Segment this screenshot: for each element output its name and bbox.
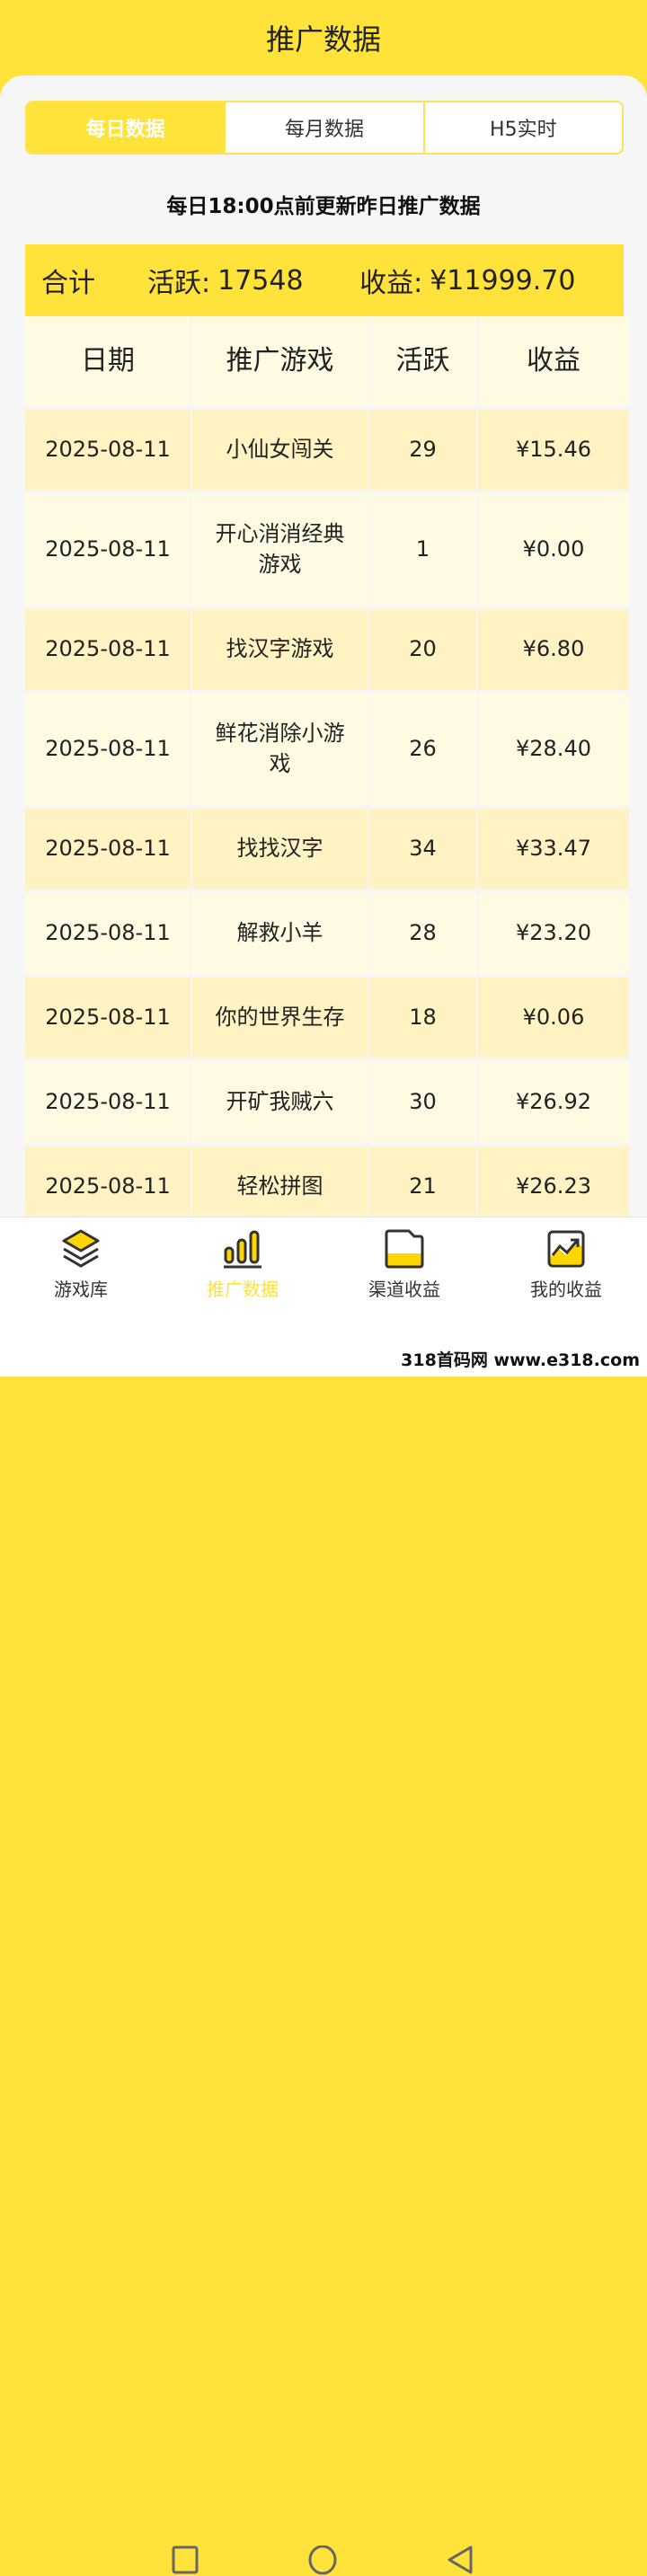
layers-icon	[62, 1229, 100, 1268]
nav-channel-income[interactable]: 渠道收益	[324, 1228, 485, 1301]
row-date: 2025-08-11	[25, 494, 191, 606]
nav-label: 我的收益	[530, 1279, 602, 1300]
row-active: 34	[369, 809, 476, 890]
income-label: 收益:	[359, 268, 423, 299]
row-active: 20	[369, 609, 476, 690]
row-income: ¥26.92	[478, 1062, 629, 1143]
row-game: 你的世界生存	[192, 978, 368, 1058]
row-income: ¥28.40	[478, 694, 629, 805]
table-row: 2025-08-11 轻松拼图 21 ¥26.23	[25, 1146, 629, 1217]
row-game: 开心消消经典游戏	[192, 494, 368, 606]
row-date: 2025-08-11	[25, 609, 191, 690]
trend-chart-icon	[547, 1230, 585, 1268]
row-game: 找找汉字	[192, 809, 368, 890]
nav-game-library[interactable]: 游戏库	[0, 1228, 162, 1301]
row-active: 26	[369, 694, 476, 805]
row-income: ¥33.47	[478, 809, 629, 890]
tab-bar: 每日数据 每月数据 H5实时	[25, 101, 624, 155]
active-total: 17548	[217, 264, 304, 297]
row-active: 29	[369, 410, 476, 491]
nav-my-income[interactable]: 我的收益	[485, 1228, 647, 1301]
tab-daily[interactable]: 每日数据	[27, 102, 226, 153]
row-income: ¥23.20	[478, 893, 629, 974]
back-icon[interactable]	[446, 2545, 474, 2574]
table-row: 2025-08-11 找汉字游戏 20 ¥6.80	[25, 609, 629, 690]
row-income: ¥26.23	[478, 1146, 629, 1217]
table-row: 2025-08-11 解救小羊 28 ¥23.20	[25, 893, 629, 974]
table-row: 2025-08-11 你的世界生存 18 ¥0.06	[25, 978, 629, 1058]
row-income: ¥0.06	[478, 978, 629, 1058]
row-date: 2025-08-11	[25, 893, 191, 974]
header-active: 活跃	[369, 316, 476, 406]
table-row: 2025-08-11 小仙女闯关 29 ¥15.46	[25, 410, 629, 491]
row-date: 2025-08-11	[25, 809, 191, 890]
update-notice: 每日18:00点前更新昨日推广数据	[166, 195, 481, 218]
folder-icon	[385, 1229, 424, 1269]
row-game: 轻松拼图	[192, 1146, 368, 1217]
row-active: 1	[369, 494, 476, 606]
row-game: 解救小羊	[192, 893, 368, 974]
active-label: 活跃:	[147, 268, 211, 299]
row-date: 2025-08-11	[25, 1062, 191, 1143]
tab-monthly[interactable]: 每月数据	[226, 102, 425, 153]
row-date: 2025-08-11	[25, 978, 191, 1058]
table-row: 2025-08-11 找找汉字 34 ¥33.47	[25, 809, 629, 890]
table-row: 2025-08-11 开心消消经典游戏 1 ¥0.00	[25, 494, 629, 606]
table-row: 2025-08-11 鲜花消除小游戏 26 ¥28.40	[25, 694, 629, 805]
row-income: ¥0.00	[478, 494, 629, 606]
summary-label: 合计	[41, 268, 95, 299]
summary-bar: 合计 活跃: 17548 收益: ¥11999.70	[25, 244, 624, 316]
header-game: 推广游戏	[192, 316, 368, 406]
row-game: 鲜花消除小游戏	[192, 694, 368, 805]
row-date: 2025-08-11	[25, 410, 191, 491]
row-game: 找汉字游戏	[192, 609, 368, 690]
recent-apps-icon[interactable]	[171, 2545, 199, 2574]
header-date: 日期	[25, 316, 191, 406]
top-bar: 推广数据	[0, 0, 647, 75]
bottom-nav: 游戏库 推广数据 渠道收益 我的收益 318首码网 www.e318.com	[0, 1217, 647, 2575]
row-date: 2025-08-11	[25, 1146, 191, 1217]
bar-chart-icon	[224, 1230, 261, 1269]
income-total: ¥11999.70	[430, 264, 576, 297]
nav-label: 游戏库	[54, 1279, 108, 1300]
row-active: 30	[369, 1062, 476, 1143]
nav-label: 推广数据	[207, 1279, 279, 1300]
row-date: 2025-08-11	[25, 694, 191, 805]
row-game: 小仙女闯关	[192, 410, 368, 491]
row-income: ¥15.46	[478, 410, 629, 491]
watermark: 318首码网 www.e318.com	[401, 1350, 640, 1370]
content-card: 每日数据 每月数据 H5实时 每日18:00点前更新昨日推广数据 合计 活跃: …	[0, 75, 647, 1217]
page-title: 推广数据	[265, 22, 381, 57]
nav-promo-data[interactable]: 推广数据	[162, 1228, 324, 1301]
tab-h5-realtime[interactable]: H5实时	[490, 119, 557, 141]
row-active: 21	[369, 1146, 476, 1217]
data-table: 日期 推广游戏 活跃 收益 2025-08-11 小仙女闯关 29 ¥15.46 202…	[25, 316, 629, 1217]
row-game: 开矿我贼六	[192, 1062, 368, 1143]
table-row: 2025-08-11 开矿我贼六 30 ¥26.92	[25, 1062, 629, 1143]
header-income: 收益	[478, 316, 629, 406]
row-income: ¥6.80	[478, 609, 629, 690]
row-active: 18	[369, 978, 476, 1058]
table-header: 日期 推广游戏 活跃 收益	[25, 316, 629, 406]
home-icon[interactable]	[307, 2545, 338, 2576]
nav-label: 渠道收益	[368, 1279, 440, 1300]
row-active: 28	[369, 893, 476, 974]
